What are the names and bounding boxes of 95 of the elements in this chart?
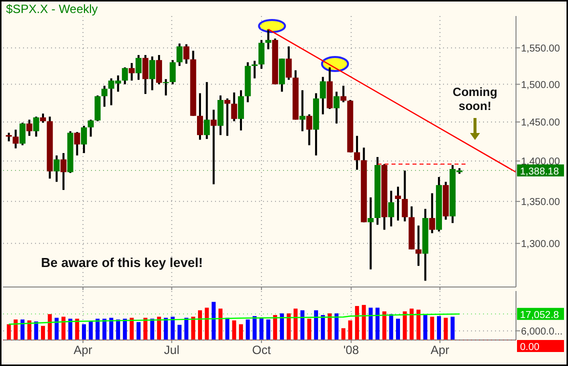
bar [68,318,72,340]
y-tick-label: 1,300.00 [521,238,560,250]
candlestick [402,170,408,222]
candlestick [20,122,26,146]
candlestick [224,97,230,137]
candlestick [122,66,128,86]
candlestick [394,186,401,222]
candlestick [176,42,183,67]
candlestick [354,134,360,171]
candlestick [33,116,40,138]
candlestick [101,84,108,108]
bar [136,322,141,340]
candlestick [231,91,238,122]
candlestick [415,224,422,267]
bar [34,321,38,340]
candlestick [74,130,80,156]
ref-line-label: 0.00 [520,342,540,353]
candlestick [26,118,32,137]
y-tick-label: 1,500.00 [521,80,560,91]
annotation: Be aware of this key level! [41,255,203,270]
x-tick-label: Apr [74,343,92,357]
candlestick [12,128,19,150]
bar [376,308,380,340]
bar [280,313,284,340]
y-tick-label: 1,550.00 [521,43,560,54]
candlestick [88,118,94,138]
x-tick-label: Apr [430,343,450,357]
chart-title: $SPX.X - Weekly [6,2,98,16]
bar [314,310,318,340]
y-tick-label: 6,000.0... [521,326,563,338]
bar [300,310,304,340]
ref-line-label: 17,052.8 [520,310,560,321]
bar [368,308,373,340]
bar [164,318,168,340]
bar [450,316,455,340]
bar [20,319,25,340]
x-tick-label: '08 [343,343,360,357]
candlestick [156,54,162,86]
candlestick [170,59,176,86]
candlestick [238,89,244,132]
bar [320,315,325,340]
bar [102,318,106,340]
bar [150,318,154,340]
candlestick [265,28,272,50]
candlestick [183,43,190,65]
candlestick [197,92,204,141]
candlestick [388,190,394,228]
candlestick [60,152,66,191]
candlestick [299,89,306,132]
candlestick [258,38,264,70]
candlestick [320,76,326,116]
y-tick-label: 1,350.00 [521,196,560,208]
bar [184,318,188,340]
candlestick [40,112,46,124]
bar [109,318,114,340]
candlestick [149,55,156,92]
candlestick [136,54,142,81]
candlestick [128,62,135,82]
ref-line-label: 1,388.18 [520,166,560,178]
bar [436,316,441,340]
bar [259,318,264,340]
bar [389,314,394,340]
candlestick [429,192,436,234]
candlestick [286,45,292,81]
bar [334,313,339,340]
candlestick [142,54,148,95]
bar [54,318,59,340]
bar [252,316,257,340]
candlestick [80,124,87,154]
y-tick-label: 1,400.00 [521,156,560,168]
bar [423,315,428,340]
candlestick [210,108,217,186]
annotation: Coming soon! [452,85,498,113]
bar [178,324,182,340]
bar [88,321,93,340]
candlestick [306,113,312,146]
bar [212,302,216,340]
bar [122,318,127,340]
candlestick [368,196,374,270]
bar [225,318,230,340]
bar [170,316,175,340]
bar [116,319,120,340]
candlestick [204,81,210,140]
x-tick-label: Jul [164,343,180,357]
candlestick [162,78,169,96]
x-tick-label: Oct [252,343,272,357]
bar [266,319,270,340]
candlestick [340,84,346,104]
candlestick [252,60,258,80]
bar [82,324,86,340]
y-tick-label: 1,450.00 [521,117,560,128]
candlestick [334,90,340,125]
bar [246,319,250,340]
bar [96,318,100,340]
bar [396,318,400,340]
